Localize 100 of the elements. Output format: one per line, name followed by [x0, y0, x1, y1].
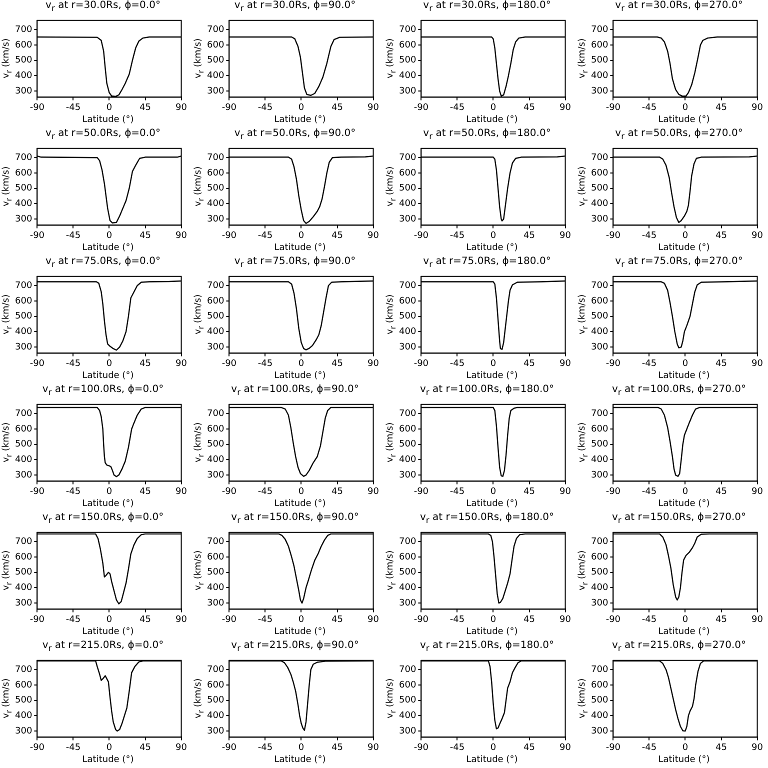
y-tick-label: 700: [398, 536, 416, 547]
y-tick-label: 700: [590, 280, 608, 291]
chart-title: v$_{r}$ at r=100.0Rs, ϕ=180.0°: [418, 384, 555, 398]
x-tick-label: 90: [560, 102, 572, 113]
y-tick-label: 300: [590, 342, 608, 352]
y-tick-label: 400: [590, 327, 608, 338]
x-tick-label: 45: [524, 358, 535, 369]
x-tick-label: -45: [450, 486, 465, 497]
y-tick-label: 500: [398, 568, 416, 578]
y-tick-label: 300: [398, 214, 416, 224]
x-tick-label: -45: [258, 614, 273, 625]
y-tick-label: 300: [590, 726, 608, 736]
x-tick-label: 90: [368, 230, 380, 241]
x-tick-label: 45: [716, 486, 727, 497]
y-tick-label: 400: [206, 199, 224, 210]
x-tick-label: -45: [642, 742, 657, 753]
x-tick-label: -90: [606, 486, 621, 497]
x-tick-label: -90: [222, 358, 237, 369]
y-tick-label: 500: [206, 312, 224, 322]
x-tick-label: -45: [66, 230, 81, 241]
y-tick-label: 500: [398, 312, 416, 322]
y-tick-label: 600: [590, 296, 608, 306]
x-tick-label: 90: [560, 358, 572, 369]
y-tick-label: 600: [14, 680, 32, 690]
x-tick-label: 0: [298, 102, 304, 113]
x-tick-label: 90: [368, 486, 380, 497]
y-tick-label: 400: [206, 583, 224, 594]
y-tick-label: 500: [14, 184, 32, 194]
y-tick-label: 400: [14, 327, 32, 338]
x-tick-label: 0: [106, 486, 112, 497]
y-tick-label: 700: [590, 664, 608, 675]
y-tick-label: 400: [590, 583, 608, 594]
chart-title: v$_{r}$ at r=100.0Rs, ϕ=90.0°: [230, 384, 360, 398]
x-tick-label: 45: [524, 102, 535, 113]
y-tick-label: 300: [206, 470, 224, 480]
chart-title: v$_{r}$ at r=150.0Rs, ϕ=180.0°: [418, 512, 555, 526]
x-tick-label: -45: [450, 230, 465, 241]
y-tick-label: 400: [206, 455, 224, 466]
y-tick-label: 600: [398, 424, 416, 434]
chart-title: v$_{r}$ at r=30.0Rs, ϕ=270.0°: [614, 0, 744, 14]
x-tick-label: 0: [298, 358, 304, 369]
x-tick-label: -90: [414, 486, 429, 497]
x-tick-label: -90: [606, 230, 621, 241]
chart-title: v$_{r}$ at r=150.0Rs, ϕ=90.0°: [230, 512, 360, 526]
y-tick-label: 400: [398, 199, 416, 210]
y-tick-label: 500: [14, 696, 32, 706]
y-tick-label: 600: [206, 552, 224, 562]
y-tick-label: 500: [206, 184, 224, 194]
x-tick-label: 0: [106, 614, 112, 625]
x-tick-label: -45: [642, 486, 657, 497]
x-tick-label: 45: [140, 102, 151, 113]
y-tick-label: 300: [14, 598, 32, 608]
x-tick-label: 90: [176, 102, 188, 113]
y-tick-label: 300: [398, 598, 416, 608]
chart-title: v$_{r}$ at r=215.0Rs, ϕ=270.0°: [610, 640, 747, 654]
x-tick-label: 45: [332, 486, 343, 497]
x-tick-label: 0: [490, 102, 496, 113]
x-tick-label: -90: [30, 358, 45, 369]
x-tick-label: -90: [222, 614, 237, 625]
y-tick-label: 700: [206, 152, 224, 163]
x-tick-label: 0: [682, 614, 688, 625]
y-tick-label: 400: [398, 71, 416, 82]
y-tick-label: 400: [14, 71, 32, 82]
x-tick-label: 0: [682, 230, 688, 241]
x-tick-label: -90: [606, 614, 621, 625]
y-tick-label: 700: [590, 24, 608, 35]
x-tick-label: -90: [606, 358, 621, 369]
x-axis-title: Latitude (°): [81, 755, 135, 766]
x-tick-label: -90: [414, 742, 429, 753]
x-tick-label: -90: [606, 742, 621, 753]
x-tick-label: 90: [560, 486, 572, 497]
y-tick-label: 500: [14, 56, 32, 66]
y-tick-label: 400: [14, 455, 32, 466]
x-tick-label: 0: [298, 614, 304, 625]
x-tick-label: -45: [450, 102, 465, 113]
y-tick-label: 500: [14, 440, 32, 450]
x-axis-title: Latitude (°): [465, 499, 519, 510]
y-tick-label: 300: [590, 214, 608, 224]
y-tick-label: 600: [14, 40, 32, 50]
y-tick-label: 700: [14, 24, 32, 35]
x-axis-title: Latitude (°): [273, 371, 327, 382]
y-tick-label: 300: [14, 214, 32, 224]
chart-title: v$_{r}$ at r=50.0Rs, ϕ=90.0°: [233, 128, 357, 142]
chart-title: v$_{r}$ at r=75.0Rs, ϕ=90.0°: [233, 256, 357, 270]
y-tick-label: 600: [14, 552, 32, 562]
x-tick-label: -45: [66, 614, 81, 625]
y-tick-label: 500: [398, 440, 416, 450]
y-tick-label: 300: [206, 214, 224, 224]
x-axis-title: Latitude (°): [657, 755, 711, 766]
x-tick-label: 45: [332, 742, 343, 753]
x-tick-label: 45: [140, 614, 151, 625]
y-tick-label: 700: [590, 408, 608, 419]
x-tick-label: 90: [752, 102, 764, 113]
chart-title: v$_{r}$ at r=100.0Rs, ϕ=270.0°: [610, 384, 747, 398]
x-tick-label: 0: [298, 486, 304, 497]
x-axis-title: Latitude (°): [273, 755, 327, 766]
x-tick-label: -90: [414, 102, 429, 113]
y-tick-label: 700: [206, 664, 224, 675]
y-tick-label: 700: [206, 280, 224, 291]
chart-title: v$_{r}$ at r=215.0Rs, ϕ=0.0°: [41, 640, 165, 654]
